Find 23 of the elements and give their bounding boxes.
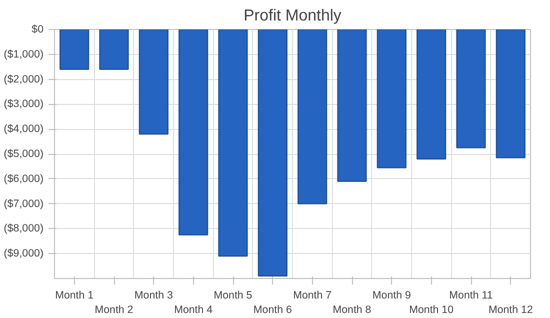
y-tick-label: ($2,000) [4,73,44,86]
y-tick-label: ($3,000) [4,98,44,110]
y-tick-label: ($8,000) [4,222,44,235]
y-tick-label: $0 [32,24,44,36]
x-tick-label: Month 8 [332,304,372,316]
x-tick-label: Month 12 [488,304,533,316]
y-tick-label: ($9,000) [4,248,44,260]
y-tick-label: ($4,000) [4,123,44,136]
x-tick-label: Month 2 [94,304,134,316]
y-tick-label: ($1,000) [4,48,44,60]
x-tick-label: Month 3 [134,290,173,302]
y-tick-label: ($5,000) [4,148,44,160]
x-tick-label: Month 9 [372,290,411,302]
x-tick-label: Month 6 [253,304,292,316]
x-tick-label: Month 5 [214,290,252,302]
y-tick-label: ($7,000) [4,198,44,210]
chart-title: Profit Monthly [244,8,342,24]
x-tick-label: Month 4 [174,304,213,316]
x-tick-label: Month 7 [293,290,332,302]
x-tick-label: Month 10 [409,304,454,316]
y-tick-label: ($6,000) [4,172,44,185]
x-tick-label: Month 1 [55,290,94,302]
x-tick-label: Month 11 [449,290,493,302]
